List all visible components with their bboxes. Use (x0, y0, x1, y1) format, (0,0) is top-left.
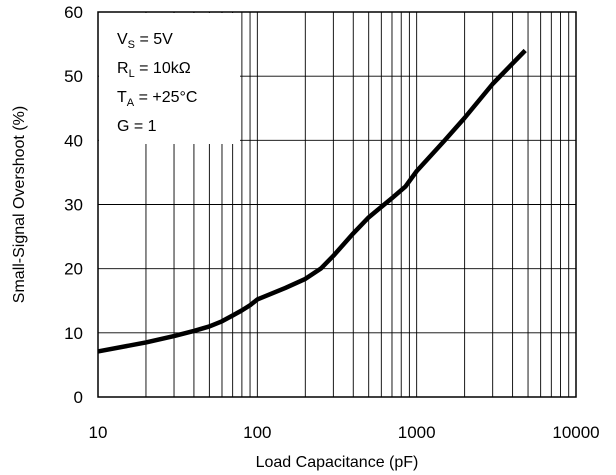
condition-label: G = 1 (117, 118, 157, 135)
series-layer (97, 48, 527, 354)
condition-label: TA = +25°C (117, 89, 197, 109)
y-tick-label: 10 (64, 324, 83, 343)
plot-frame (97, 11, 577, 398)
y-axis-title: Small-Signal Overshoot (%) (11, 106, 28, 303)
condition-label: RL = 10kΩ (117, 60, 191, 80)
y-tick-label: 20 (64, 260, 83, 279)
y-tick-label: 60 (64, 3, 83, 22)
x-tick-label: 100 (243, 423, 271, 442)
x-axis-title: Load Capacitance (pF) (256, 454, 419, 471)
condition-label: VS = 5V (117, 31, 173, 51)
y-tick-label: 40 (64, 131, 83, 150)
tick-labels: 10 100 1000 10000 0 10 20 30 40 50 60 (64, 3, 600, 442)
x-tick-label: 10 (89, 423, 108, 442)
y-tick-label: 30 (64, 196, 83, 215)
conditions-box: VS = 5V RL = 10kΩ TA = +25°C G = 1 (99, 13, 240, 144)
x-tick-label: 10000 (552, 423, 599, 442)
y-tick-label: 0 (74, 388, 83, 407)
x-tick-label: 1000 (398, 423, 436, 442)
overshoot-curve (97, 48, 527, 354)
y-tick-label: 50 (64, 67, 83, 86)
conditions-box-bg (99, 13, 240, 144)
